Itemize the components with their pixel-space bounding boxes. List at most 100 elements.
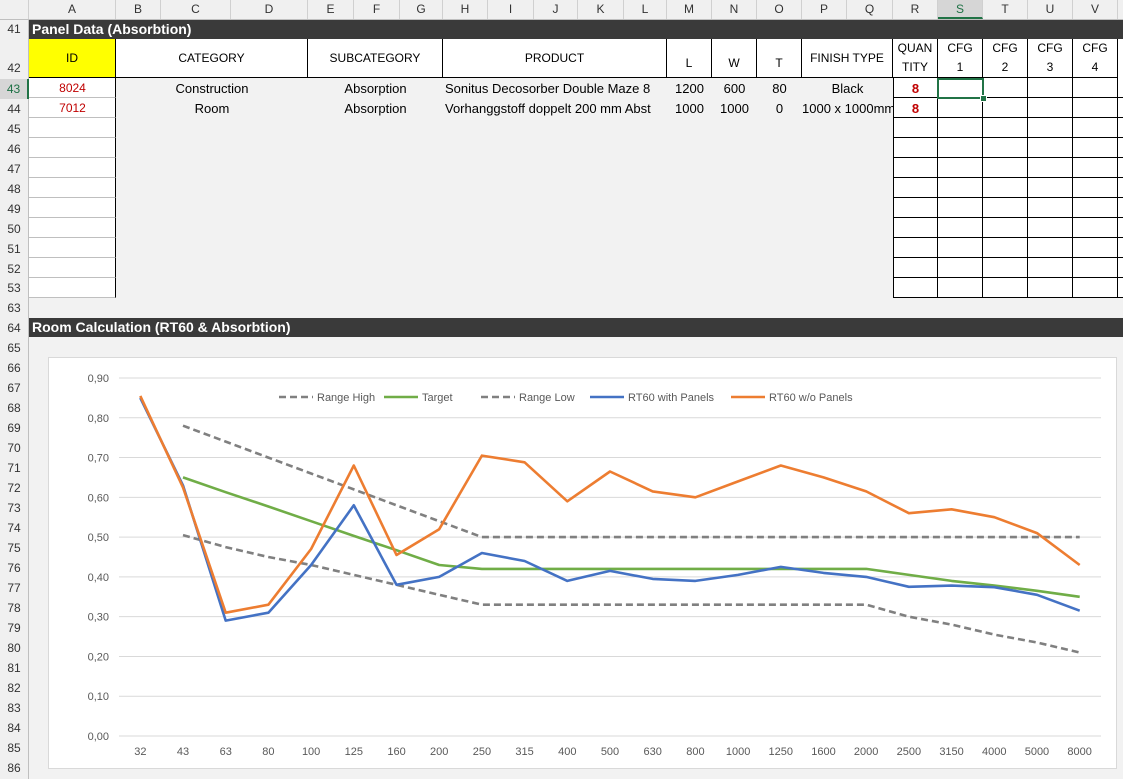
cfg-cell[interactable] — [983, 78, 1028, 98]
id-header[interactable]: ID — [29, 39, 116, 78]
row-43-category[interactable]: Construction — [175, 81, 249, 96]
quantity-cell[interactable] — [893, 138, 938, 158]
row-header-51[interactable]: 51 — [0, 239, 29, 259]
cfg-cell[interactable] — [1073, 218, 1118, 238]
cfg-cell[interactable] — [1028, 278, 1073, 298]
row-43-finish[interactable]: Black — [831, 81, 864, 96]
cfg-cell[interactable] — [1028, 138, 1073, 158]
quantity-cell[interactable] — [893, 98, 938, 118]
category-header[interactable]: CATEGORY — [116, 39, 308, 78]
row-header-79[interactable]: 79 — [0, 618, 29, 638]
quantity-cell[interactable] — [893, 218, 938, 238]
cfg3-header[interactable]: CFG 3 — [1028, 39, 1073, 78]
row-header-86[interactable]: 86 — [0, 758, 29, 779]
cfg-cell[interactable] — [983, 118, 1028, 138]
cfg-cell[interactable] — [1028, 178, 1073, 198]
cfg-cell[interactable] — [983, 98, 1028, 118]
row-header-84[interactable]: 84 — [0, 718, 29, 738]
row-header-48[interactable]: 48 — [0, 179, 29, 199]
column-header-n[interactable]: N — [712, 0, 757, 19]
cfg-cell[interactable] — [983, 138, 1028, 158]
row-header-67[interactable]: 67 — [0, 378, 29, 398]
cfg-cell[interactable] — [983, 198, 1028, 218]
row-header-46[interactable]: 46 — [0, 139, 29, 159]
row-header-64[interactable]: 64 — [0, 318, 29, 338]
cfg-cell[interactable] — [1028, 238, 1073, 258]
row-header-82[interactable]: 82 — [0, 678, 29, 698]
select-all-corner[interactable] — [0, 0, 29, 19]
row-header-69[interactable]: 69 — [0, 418, 29, 438]
cfg-cell[interactable] — [1028, 218, 1073, 238]
column-header-h[interactable]: H — [443, 0, 488, 19]
row-header-81[interactable]: 81 — [0, 658, 29, 678]
row-44-finish[interactable]: 1000 x 1000mm — [802, 101, 893, 116]
row-43-w[interactable]: 600 — [723, 81, 746, 96]
column-header-o[interactable]: O — [757, 0, 802, 19]
cfg-cell[interactable] — [1073, 138, 1118, 158]
row-43-id[interactable]: 8024 — [59, 81, 86, 95]
row-header-53[interactable]: 53 — [0, 279, 29, 298]
column-header-m[interactable]: M — [667, 0, 712, 19]
row-header-45[interactable]: 45 — [0, 119, 29, 139]
cfg-cell[interactable] — [1073, 178, 1118, 198]
column-header-p[interactable]: P — [802, 0, 847, 19]
cfg-cell[interactable] — [938, 218, 983, 238]
quantity-cell[interactable] — [893, 198, 938, 218]
column-header-u[interactable]: U — [1028, 0, 1073, 19]
row-header-73[interactable]: 73 — [0, 498, 29, 518]
column-header-l[interactable]: L — [624, 0, 667, 19]
row-44-quantity[interactable]: 8 — [911, 101, 920, 116]
cfg-cell[interactable] — [938, 238, 983, 258]
column-header-e[interactable]: E — [308, 0, 354, 19]
t-header[interactable]: T — [757, 39, 802, 78]
row-header-52[interactable]: 52 — [0, 259, 29, 279]
cfg-cell[interactable] — [1028, 198, 1073, 218]
row-43-l[interactable]: 1200 — [675, 81, 704, 96]
cfg-cell[interactable] — [938, 138, 983, 158]
active-cell-s43[interactable] — [937, 78, 984, 99]
row-43-product[interactable]: Sonitus Decosorber Double Maze 8 — [445, 81, 651, 96]
row-44-subcategory[interactable]: Absorption — [344, 101, 407, 116]
column-header-r[interactable]: R — [893, 0, 938, 19]
column-header-t[interactable]: T — [983, 0, 1028, 19]
row-header-85[interactable]: 85 — [0, 738, 29, 758]
row-header-74[interactable]: 74 — [0, 518, 29, 538]
column-header-k[interactable]: K — [578, 0, 624, 19]
id-cell[interactable] — [29, 158, 116, 178]
cfg-cell[interactable] — [1073, 118, 1118, 138]
cfg-cell[interactable] — [1073, 258, 1118, 278]
cfg-cell[interactable] — [1028, 98, 1073, 118]
finish-type-header[interactable]: FINISH TYPE — [802, 39, 893, 78]
row-header-41[interactable]: 41 — [0, 20, 29, 39]
cfg-cell[interactable] — [938, 258, 983, 278]
id-cell[interactable] — [29, 78, 116, 98]
row-header-42[interactable]: 42 — [0, 39, 29, 79]
column-header-d[interactable]: D — [231, 0, 308, 19]
cfg-cell[interactable] — [938, 178, 983, 198]
quantity-cell[interactable] — [893, 118, 938, 138]
row-44-l[interactable]: 1000 — [675, 101, 704, 116]
cfg4-header[interactable]: CFG 4 — [1073, 39, 1118, 78]
row-header-70[interactable]: 70 — [0, 438, 29, 458]
row-header-65[interactable]: 65 — [0, 338, 29, 358]
row-header-50[interactable]: 50 — [0, 219, 29, 239]
cfg-cell[interactable] — [1073, 278, 1118, 298]
column-header-v[interactable]: V — [1073, 0, 1118, 19]
cfg-cell[interactable] — [983, 178, 1028, 198]
quantity-cell[interactable] — [893, 178, 938, 198]
fill-handle[interactable] — [980, 95, 987, 102]
id-cell[interactable] — [29, 198, 116, 218]
id-cell[interactable] — [29, 118, 116, 138]
cfg-cell[interactable] — [938, 198, 983, 218]
row-header-76[interactable]: 76 — [0, 558, 29, 578]
cfg-cell[interactable] — [938, 98, 983, 118]
column-header-a[interactable]: A — [29, 0, 116, 19]
cfg-cell[interactable] — [1073, 198, 1118, 218]
row-header-68[interactable]: 68 — [0, 398, 29, 418]
cfg-cell[interactable] — [938, 278, 983, 298]
row-44-category[interactable]: Room — [194, 101, 230, 116]
id-cell[interactable] — [29, 178, 116, 198]
id-cell[interactable] — [29, 238, 116, 258]
w-header[interactable]: W — [712, 39, 757, 78]
cfg-cell[interactable] — [938, 118, 983, 138]
